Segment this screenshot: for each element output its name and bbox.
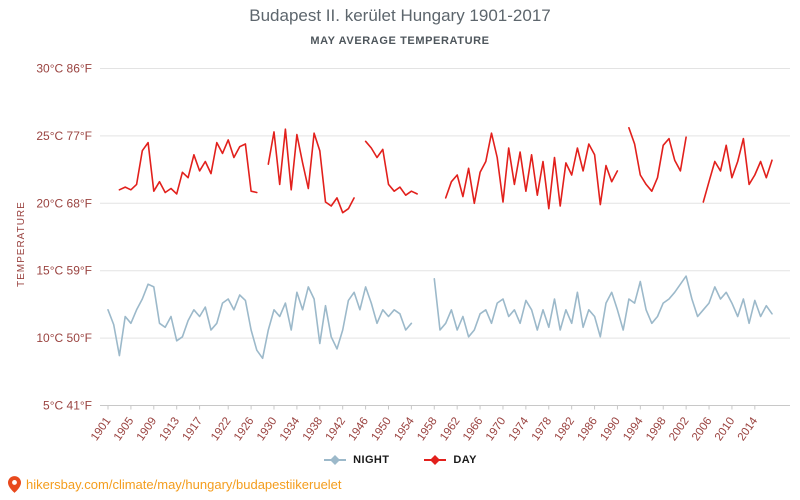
x-tick-label: 2002 bbox=[667, 415, 692, 443]
footer-link[interactable]: hikersbay.com/climate/may/hungary/budape… bbox=[26, 477, 342, 492]
x-tick-label: 1994 bbox=[621, 415, 646, 443]
x-tick-label: 1917 bbox=[181, 415, 206, 443]
series-line-day bbox=[267, 128, 355, 214]
night-marker-icon bbox=[324, 455, 347, 465]
y-tick-label: 25°C 77°F bbox=[36, 129, 92, 143]
x-tick-label: 2010 bbox=[713, 415, 738, 443]
x-tick-label: 1998 bbox=[644, 415, 669, 443]
y-axis-title: TEMPERATURE bbox=[16, 201, 27, 287]
x-tick-label: 1978 bbox=[530, 415, 555, 443]
x-tick-label: 1986 bbox=[575, 415, 600, 443]
series-line-night bbox=[433, 275, 773, 338]
chart-title: Budapest II. kerület Hungary 1901-2017 bbox=[249, 6, 551, 25]
legend-night-label: NIGHT bbox=[353, 454, 390, 466]
location-pin-icon bbox=[8, 476, 21, 493]
x-tick-label: 1901 bbox=[89, 415, 114, 443]
x-tick-label: 1970 bbox=[484, 415, 509, 443]
x-tick-label: 1926 bbox=[232, 415, 257, 443]
legend-item-day[interactable]: DAY bbox=[423, 454, 476, 466]
x-tick-label: 1913 bbox=[158, 415, 183, 443]
y-tick-label: 15°C 59°F bbox=[36, 264, 92, 278]
x-tick-label: 1990 bbox=[598, 415, 623, 443]
series-line-night bbox=[107, 283, 413, 360]
chart-subtitle: MAY AVERAGE TEMPERATURE bbox=[310, 35, 490, 47]
x-tick-label: 2014 bbox=[736, 415, 761, 443]
series-line-day bbox=[702, 137, 773, 203]
legend-day-label: DAY bbox=[453, 454, 477, 466]
x-tick-label: 1974 bbox=[507, 415, 532, 443]
x-tick-label: 1962 bbox=[438, 415, 463, 443]
x-tick-label: 1954 bbox=[392, 415, 417, 443]
x-tick-label: 1922 bbox=[209, 415, 234, 443]
series-line-day bbox=[118, 139, 258, 195]
x-tick-label: 1958 bbox=[415, 415, 440, 443]
x-tick-label: 1930 bbox=[255, 415, 280, 443]
y-tick-label: 5°C 41°F bbox=[43, 399, 92, 413]
series-line-day bbox=[364, 140, 418, 196]
day-marker-icon bbox=[424, 455, 447, 465]
legend-item-night[interactable]: NIGHT bbox=[323, 454, 389, 466]
x-tick-label: 1950 bbox=[369, 415, 394, 443]
x-tick-label: 1982 bbox=[553, 415, 578, 443]
footer-link-row: hikersbay.com/climate/may/hungary/budape… bbox=[8, 476, 342, 493]
x-tick-label: 1905 bbox=[112, 415, 137, 443]
y-tick-label: 30°C 86°F bbox=[36, 62, 92, 76]
x-tick-label: 1934 bbox=[278, 415, 303, 443]
x-tick-label: 1966 bbox=[461, 415, 486, 443]
series-line-day bbox=[444, 132, 619, 210]
x-tick-label: 2006 bbox=[690, 415, 715, 443]
y-tick-label: 20°C 68°F bbox=[36, 196, 92, 210]
x-tick-label: 1942 bbox=[324, 415, 349, 443]
x-tick-label: 1938 bbox=[301, 415, 326, 443]
y-tick-label: 10°C 50°F bbox=[36, 331, 92, 345]
x-tick-label: 1909 bbox=[135, 415, 160, 443]
series-line-day bbox=[628, 127, 687, 192]
chart-legend: NIGHT DAY bbox=[0, 454, 800, 466]
x-tick-label: 1946 bbox=[347, 415, 372, 443]
